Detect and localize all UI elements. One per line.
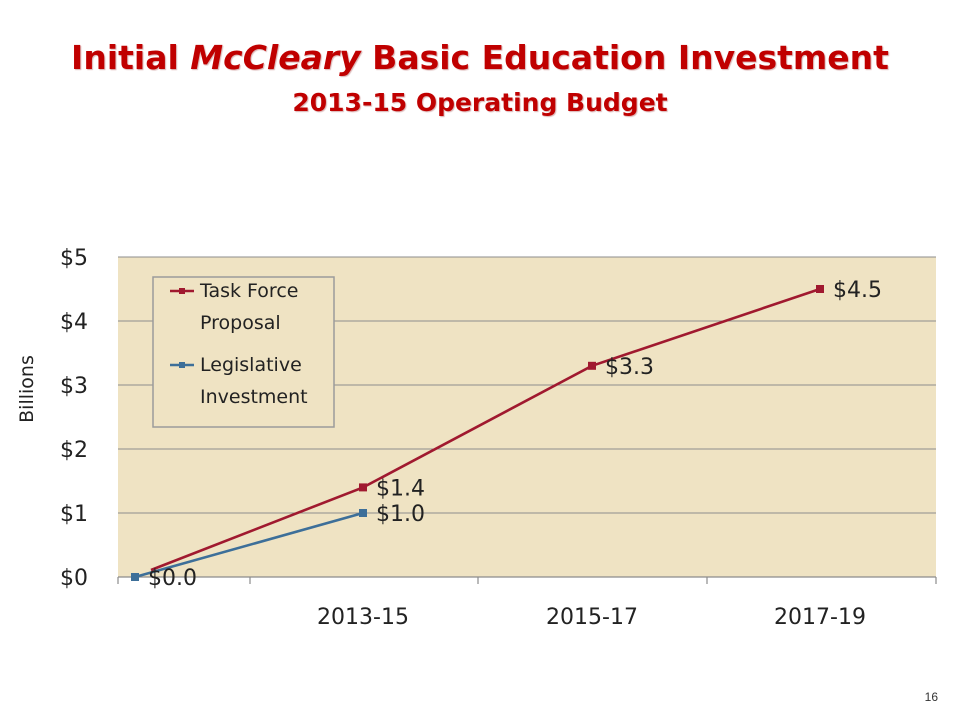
y-axis-label: Billions: [16, 355, 38, 423]
series-point: [588, 361, 596, 370]
legend-label: Investment: [200, 386, 308, 408]
series-line: [150, 287, 821, 572]
y-tick-label: $1: [60, 502, 88, 527]
data-label: $3.3: [605, 355, 654, 380]
y-tick-label: $5: [60, 246, 88, 271]
series-point: [131, 573, 139, 581]
legend-label: Proposal: [200, 312, 281, 334]
series-line: [134, 511, 364, 579]
series-point: [816, 285, 824, 293]
series-point: [359, 509, 367, 517]
x-tick-label: 2015-17: [546, 605, 638, 630]
series-point: [359, 483, 367, 492]
legend: Task Force Proposal Legislative Investment: [152, 276, 335, 428]
y-tick-label: $3: [60, 374, 88, 399]
data-label: $0.0: [148, 566, 197, 591]
data-label: $1.4: [376, 476, 425, 501]
slide-title: Initial McCleary Basic Education Investm…: [0, 38, 960, 77]
data-label: $1.0: [376, 502, 425, 527]
legend-label: Task Force: [199, 280, 298, 302]
x-tick-label: 2013-15: [317, 605, 409, 630]
y-tick-label: $2: [60, 438, 88, 463]
y-tick-label: $4: [60, 310, 88, 335]
data-label: $4.5: [833, 278, 882, 303]
legend-marker: [179, 362, 185, 368]
x-tick-label: 2017-19: [774, 605, 866, 630]
slide-subtitle: 2013-15 Operating Budget: [292, 88, 668, 117]
title-part-1: Initial: [71, 38, 191, 77]
legend-marker: [179, 288, 185, 294]
legend-label: Legislative: [200, 354, 302, 376]
title-italic: McCleary: [190, 38, 361, 77]
page-number: 16: [924, 690, 938, 704]
title-part-2: Basic Education Investment: [360, 38, 889, 77]
y-tick-label: $0: [60, 566, 88, 591]
legend-box: [152, 276, 335, 428]
